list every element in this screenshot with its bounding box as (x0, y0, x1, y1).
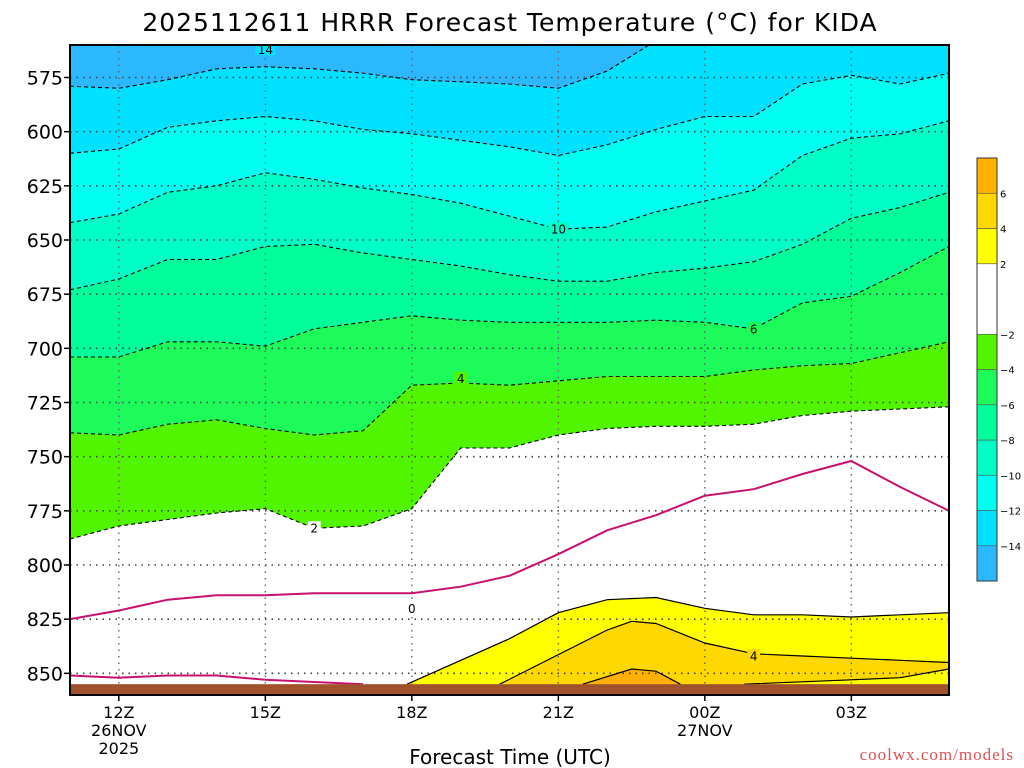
contour-label: 10 (551, 223, 566, 237)
plot-frame (69, 44, 950, 696)
y-tick-label: 725 (27, 393, 63, 415)
x-tick-label: 21Z (543, 703, 574, 722)
chart-title: 2025112611 HRRR Forecast Temperature (°C… (142, 8, 877, 37)
x-tick-year: 2025 (98, 739, 139, 758)
contour-label: 4 (457, 372, 465, 386)
y-tick-label: 575 (27, 68, 63, 90)
contour-label-bg (747, 649, 761, 662)
colorbar-swatch (976, 439, 998, 476)
x-tick-label: 00Z (689, 703, 720, 722)
colorbar-swatch (976, 228, 998, 265)
contour-label: 2 (310, 522, 318, 536)
colorbar-tick-label: −12 (1000, 507, 1021, 518)
contour-label-bg (405, 601, 419, 615)
colorbar-swatch (976, 404, 998, 441)
colorbar-tick-label: −8 (1000, 436, 1015, 447)
contour-line (70, 674, 364, 686)
y-tick-label: 700 (27, 338, 63, 360)
x-tick-label: 18Z (396, 703, 427, 722)
contour-line (499, 620, 949, 685)
colorbar: 6 4 2 −2 −4 −6 −8 −10 −12 −14 (976, 157, 1021, 582)
y-tick-label: 675 (27, 284, 63, 306)
colorbar-swatch (976, 333, 998, 370)
contour-label: 0 (408, 602, 416, 616)
contour-line (743, 668, 949, 685)
contour-label-bg (454, 371, 468, 385)
contour-label-bg (747, 321, 761, 335)
temp-band-fill (70, 45, 656, 89)
contour-line (70, 406, 949, 540)
y-tick-label: 600 (27, 122, 63, 144)
contour-label: 6 (750, 322, 758, 336)
colorbar-swatch (976, 545, 998, 582)
temp-band-fill (70, 45, 949, 156)
y-tick-label: 750 (27, 447, 63, 469)
plot-area: 14 10 6 4 2 0 4 (70, 43, 949, 695)
y-tick-label: 650 (27, 230, 63, 252)
x-tick-label: 15Z (250, 703, 281, 722)
colorbar-swatch (976, 192, 998, 229)
y-tick-label: 775 (27, 501, 63, 523)
colorbar-swatch (976, 263, 998, 335)
contour-line (70, 341, 949, 436)
colorbar-swatch (976, 474, 998, 511)
contour-line (582, 668, 681, 685)
contour-line (406, 596, 949, 685)
y-tick-label: 800 (27, 555, 63, 577)
colorbar-swatch (976, 510, 998, 547)
x-tick-date: 26NOV (91, 721, 147, 740)
contour-label-bg (255, 45, 276, 56)
temp-band-fill (499, 621, 949, 685)
contour-line (70, 246, 949, 358)
contour-line (70, 191, 949, 291)
contour-line (70, 459, 949, 621)
y-tick-label: 850 (27, 663, 63, 685)
contour-label: 4 (750, 650, 758, 664)
contour-label-bg (548, 222, 569, 236)
colorbar-tick-label: −10 (1000, 471, 1021, 482)
colorbar-tick-label: 4 (1000, 225, 1006, 236)
colorbar-frame (976, 157, 998, 582)
x-axis-label: Forecast Time (UTC) (409, 745, 611, 768)
colorbar-tick-label: −6 (1000, 401, 1015, 412)
x-tick-label: 03Z (836, 703, 867, 722)
y-tick-label: 625 (27, 176, 63, 198)
colorbar-tick-label: 6 (1000, 189, 1006, 200)
colorbar-swatch (976, 157, 998, 194)
y-tick-label: 825 (27, 609, 63, 631)
colorbar-tick-label: −14 (1000, 542, 1021, 553)
contour-label: 14 (258, 43, 273, 57)
contour-label-bg (307, 521, 321, 535)
credit-text: coolwx.com/models (860, 745, 1014, 764)
x-tick-label: 12Z (103, 703, 134, 722)
colorbar-tick-label: 2 (1000, 260, 1006, 271)
colorbar-tick-label: −4 (1000, 366, 1015, 377)
colorbar-tick-label: −2 (1000, 330, 1015, 341)
contour-line (70, 45, 651, 89)
x-tick-date: 27NOV (677, 721, 733, 740)
ground-surface (70, 684, 949, 695)
colorbar-swatch (976, 369, 998, 406)
contour-line (70, 120, 949, 230)
